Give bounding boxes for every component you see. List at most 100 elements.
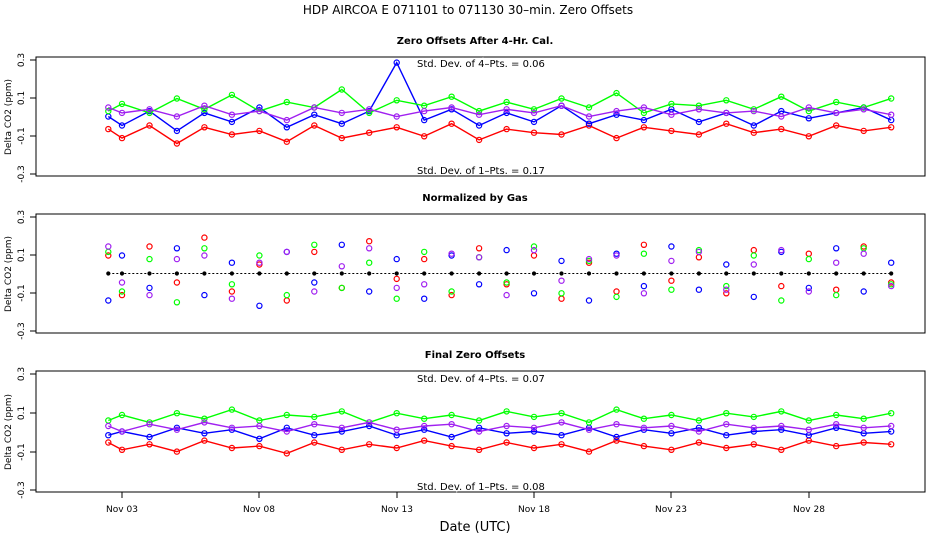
data-point (311, 104, 318, 111)
data-point (338, 446, 345, 453)
x-axis: Nov 03 Nov 08 Nov 13 Nov 18 Nov 23 Nov 2… (106, 492, 825, 515)
data-point (888, 422, 895, 430)
data-point (558, 295, 565, 302)
data-point (860, 424, 867, 431)
data-point (695, 424, 703, 431)
data-point (559, 271, 564, 276)
panel-2-series (105, 234, 895, 309)
data-point (585, 255, 593, 263)
data-point (201, 234, 208, 241)
data-point (613, 293, 620, 301)
data-point (146, 291, 153, 299)
data-point (393, 410, 400, 417)
data-point (530, 444, 538, 452)
data-point (105, 439, 112, 446)
data-point (173, 279, 181, 286)
data-point (146, 109, 153, 117)
panel-3-ytick-label: 0.3 (17, 367, 27, 381)
data-point (888, 111, 895, 118)
data-point (448, 120, 455, 127)
data-point (558, 441, 565, 448)
x-tick-label: Nov 08 (243, 505, 275, 515)
panel-3-ytick-label: -0.1 (17, 443, 27, 461)
data-point (284, 271, 289, 276)
data-point (475, 122, 483, 129)
data-point (393, 444, 400, 452)
data-point (860, 127, 867, 135)
data-point (146, 243, 153, 250)
data-point (118, 411, 126, 419)
data-point (613, 421, 620, 428)
data-point (613, 288, 620, 295)
data-point (860, 250, 867, 257)
data-point (118, 252, 126, 259)
data-point (173, 95, 181, 102)
panel-zero-offsets-after-cal: Zero Offsets After 4-Hr. Cal. 0.3 0.1 -0… (4, 36, 926, 183)
panel-3-stat-4pts: Std. Dev. of 4–Pts. = 0.07 (417, 374, 545, 385)
data-point (173, 113, 181, 120)
data-point (668, 411, 675, 419)
data-point (118, 109, 126, 117)
data-point (338, 408, 345, 415)
data-point (283, 424, 290, 431)
data-point (530, 129, 538, 136)
data-point (640, 116, 648, 124)
data-point (558, 257, 565, 265)
data-point (311, 288, 318, 295)
panel-3-stat-1pts: Std. Dev. of 1–Pts. = 0.08 (417, 482, 545, 493)
panel-2-ytick-label: 0.3 (17, 210, 27, 224)
x-axis-label: Date (UTC) (439, 520, 510, 535)
data-point (393, 124, 400, 131)
data-point (503, 408, 510, 415)
panel-3-title: Final Zero Offsets (425, 350, 525, 361)
data-point (338, 120, 345, 127)
data-point (475, 417, 483, 424)
data-point (695, 131, 703, 138)
data-point (695, 106, 703, 113)
data-point (833, 291, 840, 299)
data-point (228, 131, 236, 138)
data-point (723, 290, 730, 297)
data-point (118, 446, 126, 453)
data-point (530, 118, 538, 126)
data-point (750, 246, 758, 254)
data-point (201, 124, 208, 131)
data-point (256, 435, 263, 442)
series-line-gas-2 (107, 61, 892, 132)
data-point (613, 134, 620, 142)
data-point (146, 255, 153, 263)
x-tick-label: Nov 13 (381, 505, 413, 515)
data-point (640, 424, 648, 431)
data-point (105, 104, 112, 111)
data-point (475, 245, 483, 252)
data-point (888, 95, 895, 102)
data-point (118, 291, 126, 299)
data-point (283, 124, 290, 131)
data-point (366, 237, 373, 245)
data-point (585, 419, 593, 426)
data-point (421, 255, 428, 263)
data-point (613, 111, 620, 118)
data-point (475, 111, 483, 118)
series-line-gas-3 (107, 88, 892, 114)
data-point (118, 100, 126, 108)
data-point (695, 439, 703, 446)
data-point (861, 271, 866, 276)
data-point (641, 271, 647, 276)
data-point (833, 98, 840, 106)
data-point (613, 406, 620, 413)
data-point (558, 419, 565, 426)
data-point (421, 415, 428, 422)
data-point (613, 107, 620, 115)
data-point (421, 295, 428, 302)
data-point (640, 124, 648, 131)
data-point (367, 271, 372, 276)
panel-2-y-axis: 0.3 0.1 -0.1 -0.3 (17, 210, 36, 340)
data-point (228, 424, 236, 431)
data-point (503, 439, 510, 446)
data-point (750, 107, 758, 115)
data-point (558, 410, 565, 417)
data-point (805, 255, 813, 263)
data-point (174, 271, 179, 276)
